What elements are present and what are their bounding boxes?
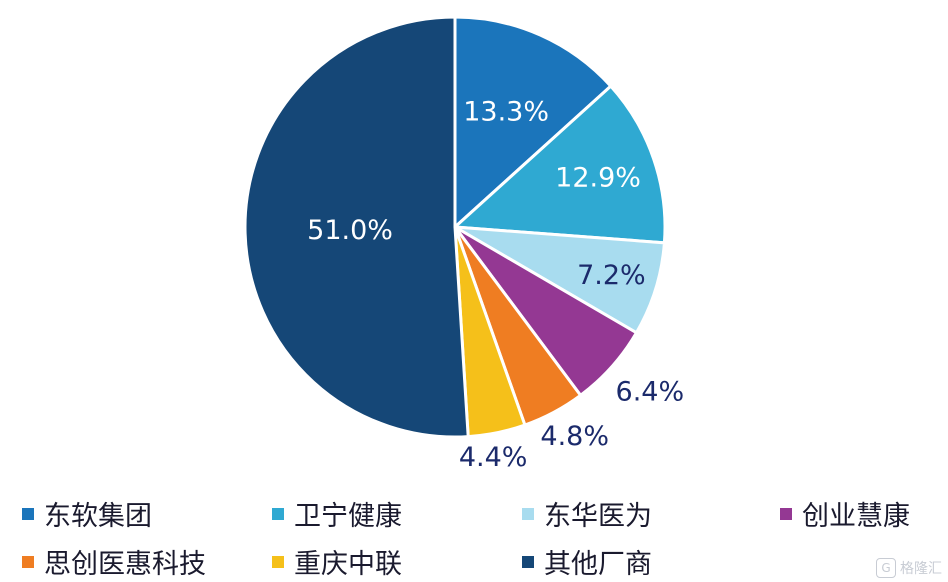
- legend-item-donghua: 东华医为: [522, 494, 652, 533]
- legend-swatch: [272, 507, 284, 520]
- legend-label: 重庆中联: [294, 549, 402, 580]
- legend-label: 东软集团: [44, 501, 152, 532]
- legend-swatch: [780, 507, 792, 520]
- data-label-chuangye: 6.4%: [616, 377, 685, 408]
- pie-slice-dongruan: [453, 15, 613, 231]
- watermark: G 格隆汇: [876, 558, 942, 578]
- legend-label: 其他厂商: [544, 549, 652, 580]
- data-label-weining: 12.9%: [555, 163, 641, 194]
- data-label-dongruan: 13.3%: [463, 96, 549, 127]
- pie-slices: [243, 15, 667, 439]
- data-label-others: 51.0%: [307, 215, 393, 246]
- legend-item-weining: 卫宁健康: [272, 494, 402, 533]
- pie-chart: 13.3% 12.9% 7.2% 6.4%4.8% 4.4% 51.0%: [243, 15, 684, 473]
- pie-data-labels: 13.3% 12.9% 7.2% 6.4%4.8% 4.4% 51.0%: [307, 96, 684, 473]
- data-label-zhonglian: 4.4%: [459, 442, 528, 473]
- watermark-text: 格隆汇: [900, 561, 942, 577]
- legend-item-zhonglian: 重庆中联: [272, 542, 402, 581]
- data-label-sichuang: 4.8%: [540, 421, 609, 452]
- pie-slice-weining: [451, 84, 667, 245]
- legend-swatch: [272, 555, 284, 568]
- legend-item-dongruan: 东软集团: [22, 494, 152, 533]
- legend-swatch: [522, 507, 534, 520]
- data-label-donghua: 7.2%: [577, 260, 646, 291]
- legend-swatch: [522, 555, 534, 568]
- legend-swatch: [22, 507, 34, 520]
- legend-label: 卫宁健康: [294, 501, 402, 532]
- legend-label: 思创医惠科技: [44, 549, 206, 580]
- legend-item-sichuang: 思创医惠科技: [22, 542, 206, 581]
- pie-slice-others: [243, 15, 470, 439]
- legend-label: 创业慧康: [802, 501, 910, 532]
- legend-label: 东华医为: [544, 501, 652, 532]
- legend: 东软集团 卫宁健康 东华医为 创业慧康 思创医惠科技 重庆中联 其他厂商: [0, 478, 948, 582]
- watermark-logo-icon: G: [876, 558, 896, 578]
- legend-item-chuangye: 创业慧康: [780, 494, 910, 533]
- legend-item-others: 其他厂商: [522, 542, 652, 581]
- legend-swatch: [22, 555, 34, 568]
